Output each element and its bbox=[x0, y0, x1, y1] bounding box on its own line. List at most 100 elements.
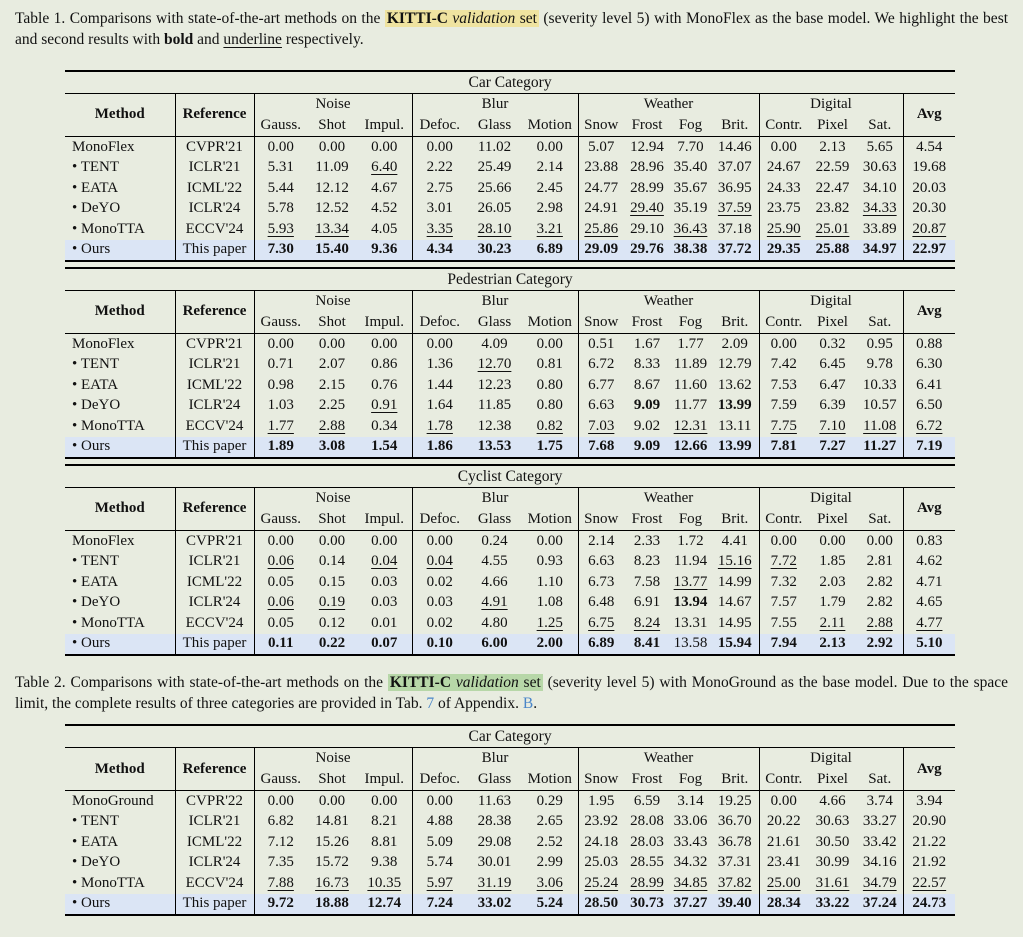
value-cell: 0.12 bbox=[318, 614, 346, 631]
reference-cell: ICML'22 bbox=[175, 832, 255, 853]
caption2-text-pre: Table 2. Comparisons with state-of-the-a… bbox=[15, 674, 388, 692]
value-cell: 0.24 bbox=[481, 532, 508, 549]
value-cell: 1.03 bbox=[267, 397, 294, 414]
value-cell: 0.80 bbox=[536, 397, 563, 414]
value-cell: 6.40 bbox=[371, 159, 398, 176]
value-cell: 30.99 bbox=[815, 854, 850, 871]
value-cell: 0.05 bbox=[267, 614, 294, 631]
value-cell: 37.18 bbox=[717, 220, 752, 237]
value-cell: 10.33 bbox=[862, 376, 897, 393]
tab7-link[interactable]: 7 bbox=[426, 694, 435, 712]
value-cell: 1.10 bbox=[536, 573, 563, 590]
subcolumn-header-cell: Pixel bbox=[808, 769, 857, 792]
method-cell: • EATA bbox=[65, 178, 176, 199]
method-cell: MonoFlex bbox=[65, 333, 176, 355]
value-cell: 3.35 bbox=[411, 219, 467, 240]
value-cell: 8.33 bbox=[633, 356, 661, 373]
avg-header-cell: Avg bbox=[902, 487, 956, 532]
value-cell: 6.48 bbox=[577, 592, 624, 614]
value-cell: 21.61 bbox=[758, 832, 808, 853]
value-cell: 11.08 bbox=[863, 417, 897, 434]
caption1-kitti-c: KITTI-C bbox=[386, 10, 453, 27]
avg-value-cell: 4.77 bbox=[902, 613, 956, 634]
group-header-cell: Digital bbox=[759, 747, 904, 770]
value-cell: 0.06 bbox=[267, 594, 294, 611]
value-cell: 28.08 bbox=[630, 813, 664, 830]
reference-cell: ECCV'24 bbox=[175, 219, 255, 240]
value-cell: 8.23 bbox=[633, 553, 661, 570]
subcolumn-header-cell: Glass bbox=[467, 509, 522, 532]
value-cell: 6.73 bbox=[577, 572, 624, 593]
value-cell: 33.43 bbox=[673, 833, 708, 850]
value-cell: 13.94 bbox=[673, 594, 708, 611]
caption1-text-pre: Table 1. Comparisons with state-of-the-a… bbox=[15, 10, 385, 27]
value-cell: 12.70 bbox=[477, 356, 512, 373]
value-cell: 7.58 bbox=[633, 573, 661, 590]
subcolumn-header-cell: Frost bbox=[624, 312, 670, 335]
value-cell: 8.81 bbox=[371, 833, 398, 850]
reference-cell: CVPR'21 bbox=[175, 530, 255, 552]
value-cell: 13.58 bbox=[673, 635, 708, 652]
value-cell: 2.11 bbox=[819, 614, 846, 631]
value-cell: 30.23 bbox=[477, 241, 512, 258]
method-cell: • TENT bbox=[65, 811, 176, 833]
method-header-cell: Method bbox=[65, 747, 176, 792]
value-cell: 15.40 bbox=[315, 241, 349, 258]
avg-value-cell: 0.88 bbox=[902, 333, 956, 355]
table-row: • EATA ICML'22 0.05 0.15 0.03 0.02 4.66 1.10 6.7… bbox=[65, 572, 956, 593]
avg-value-cell: 21.92 bbox=[902, 852, 956, 874]
avg-value-cell: 3.94 bbox=[902, 790, 956, 812]
value-cell: 8.67 bbox=[633, 376, 661, 393]
method-cell: • Ours bbox=[65, 436, 176, 459]
method-cell: • DeYO bbox=[65, 395, 176, 417]
caption1-set: set bbox=[519, 10, 537, 27]
subcolumn-header-cell: Pixel bbox=[808, 312, 857, 335]
value-cell: 0.00 bbox=[758, 790, 808, 812]
highlight-green: KITTI-C validation set bbox=[387, 674, 543, 692]
avg-header-cell: Avg bbox=[902, 93, 956, 138]
value-cell: 14.81 bbox=[315, 813, 349, 830]
subcolumn-header-cell: Fog bbox=[670, 115, 711, 138]
value-cell: 7.32 bbox=[758, 572, 808, 593]
method-cell: • MonoTTA bbox=[65, 219, 176, 240]
results-table: Cyclist Category Method Reference Noise Blur… bbox=[65, 464, 956, 657]
table-row: • DeYO ICLR'24 0.06 0.19 0.03 0.03 4.91 1.08 6.4… bbox=[65, 592, 956, 614]
subcolumn-header-cell: Pixel bbox=[808, 115, 857, 138]
appendix-b-link[interactable]: B bbox=[522, 694, 534, 712]
caption2-text-mid2: of Appendix. bbox=[434, 694, 523, 712]
subcolumn-header-cell: Snow bbox=[577, 509, 624, 532]
value-cell: 8.41 bbox=[633, 635, 661, 652]
value-cell: 6.82 bbox=[267, 813, 294, 830]
group-header-cell: Noise bbox=[254, 93, 413, 116]
reference-cell: This paper bbox=[175, 436, 255, 459]
value-cell: 34.97 bbox=[862, 241, 897, 258]
table-row: • TENT ICLR'21 6.82 14.81 8.21 4.88 28.38 2.65 2… bbox=[65, 811, 956, 833]
table-row: • MonoTTA ECCV'24 5.93 13.34 4.05 3.35 28.10 3.… bbox=[65, 219, 956, 240]
method-header-cell: Method bbox=[65, 487, 176, 532]
subcolumn-header-cell: Shot bbox=[307, 509, 357, 532]
value-cell: 12.12 bbox=[315, 179, 349, 196]
value-cell: 34.85 bbox=[673, 874, 708, 891]
method-cell: • Ours bbox=[65, 893, 176, 916]
table1-car-category: Car Category Method Reference Noise Blur Weat… bbox=[65, 70, 1023, 263]
table-row: • Ours This paper 7.30 15.40 9.36 4.34 30.23 6.… bbox=[65, 239, 956, 262]
value-cell: 3.08 bbox=[318, 438, 346, 455]
reference-cell: ICLR'21 bbox=[175, 811, 255, 833]
value-cell: 7.12 bbox=[267, 833, 294, 850]
value-cell: 19.25 bbox=[717, 792, 752, 809]
value-cell: 2.88 bbox=[866, 614, 893, 631]
value-cell: 5.31 bbox=[267, 159, 294, 176]
value-cell: 0.01 bbox=[371, 614, 398, 631]
value-cell: 4.66 bbox=[481, 573, 508, 590]
value-cell: 1.86 bbox=[411, 436, 467, 459]
value-cell: 6.91 bbox=[633, 594, 661, 611]
table-row: • MonoTTA ECCV'24 1.77 2.88 0.34 1.78 12.38 0.8… bbox=[65, 416, 956, 437]
value-cell: 0.76 bbox=[371, 376, 398, 393]
value-cell: 1.67 bbox=[633, 335, 661, 352]
value-cell: 1.08 bbox=[536, 594, 563, 611]
method-cell: • DeYO bbox=[65, 592, 176, 614]
value-cell: 7.42 bbox=[758, 354, 808, 376]
subcolumn-header-cell: Defoc. bbox=[411, 769, 467, 792]
value-cell: 1.79 bbox=[819, 594, 846, 611]
table-row: • Ours This paper 1.89 3.08 1.54 1.86 13.53 1.7… bbox=[65, 436, 956, 459]
